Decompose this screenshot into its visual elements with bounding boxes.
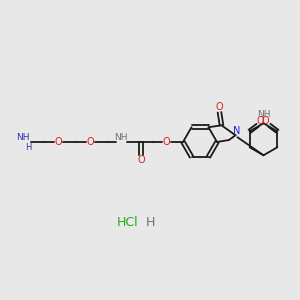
Text: O: O xyxy=(262,116,269,126)
Text: NH: NH xyxy=(114,134,128,142)
Text: NH: NH xyxy=(257,110,270,119)
Text: O: O xyxy=(216,102,223,112)
Text: HCl: HCl xyxy=(117,215,139,229)
Text: O: O xyxy=(86,137,94,147)
Text: O: O xyxy=(54,137,62,147)
Text: H: H xyxy=(25,142,31,152)
Text: O: O xyxy=(162,137,170,147)
Text: NH: NH xyxy=(16,134,30,142)
Text: N: N xyxy=(233,126,240,136)
Text: H: H xyxy=(145,215,155,229)
Text: O: O xyxy=(137,155,145,165)
Text: O: O xyxy=(257,116,265,126)
